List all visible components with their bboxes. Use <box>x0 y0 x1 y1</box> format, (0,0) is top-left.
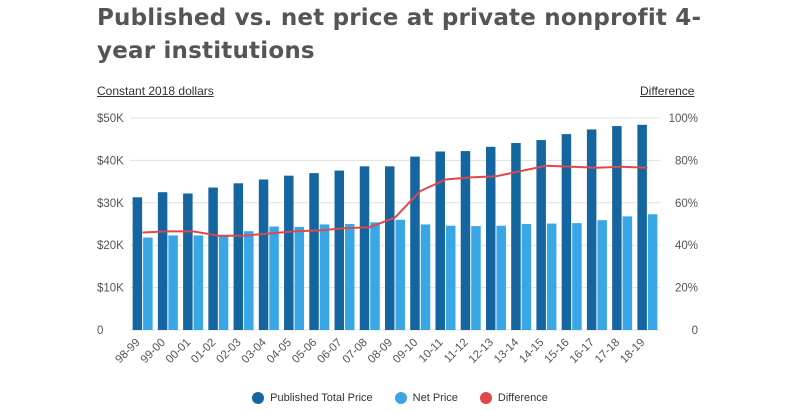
bar-net <box>370 222 380 330</box>
x-tick-label: 11-12 <box>442 337 471 366</box>
x-tick-label: 02-03 <box>214 337 243 366</box>
bar-net <box>521 224 532 330</box>
bar-net <box>395 219 405 330</box>
chart-title: Published vs. net price at private nonpr… <box>97 5 702 64</box>
chart-plot: 0 0 $10K 20% $20K 40% $30K 60% $40K 80% $50K 100% 98… <box>97 113 698 366</box>
bar-published <box>157 192 168 330</box>
bar-net <box>218 235 229 330</box>
bar-published <box>435 151 445 330</box>
left-axis-title: Constant 2018 dollars <box>97 84 214 98</box>
bar-published <box>208 187 218 330</box>
bar-published <box>309 173 319 330</box>
x-tick-label: 00-01 <box>164 337 193 366</box>
bar-published <box>536 140 546 330</box>
bar-net <box>471 226 481 330</box>
y-left-tick-label: 0 <box>97 325 103 337</box>
legend-item-net: Net Price <box>394 392 458 404</box>
y-right-tick-label: 80% <box>675 155 698 167</box>
bar-net <box>572 223 582 330</box>
x-tick-label: 09-10 <box>391 337 420 366</box>
legend-item-difference: Difference <box>479 392 548 404</box>
x-tick-label: 06-07 <box>315 337 344 366</box>
legend-swatch-published <box>252 392 265 404</box>
x-tick-label: 16-17 <box>568 337 597 366</box>
bar-net <box>546 223 557 330</box>
y-left-tick-label: $30K <box>97 198 124 210</box>
bar-published <box>183 193 193 330</box>
legend-item-published: Published Total Price <box>252 392 373 404</box>
bar-net <box>622 216 633 330</box>
x-tick-label: 15-16 <box>542 337 571 366</box>
x-tick-label: 14-15 <box>517 337 546 366</box>
x-tick-label: 18-19 <box>618 337 647 366</box>
x-tick-label: 07-08 <box>341 337 370 366</box>
bar-published <box>460 151 471 330</box>
chart-legend: Published Total Price Net Price Differen… <box>0 392 800 404</box>
x-tick-label: 05-06 <box>290 337 319 366</box>
legend-label-published: Published Total Price <box>270 392 373 404</box>
x-tick-label: 04-05 <box>265 337 294 366</box>
x-tick-label: 98-99 <box>113 337 142 366</box>
bar-net <box>143 237 153 330</box>
bar-net <box>244 231 254 330</box>
legend-swatch-net <box>394 392 407 404</box>
bar-published <box>485 146 496 330</box>
y-left-tick-label: $10K <box>97 283 124 295</box>
bar-net <box>294 226 305 330</box>
bar-published <box>637 124 647 330</box>
bar-net <box>269 226 279 330</box>
y-right-tick-label: 40% <box>675 240 698 252</box>
bar-net <box>168 235 178 330</box>
y-right-tick-label: 0 <box>692 325 698 337</box>
bar-published <box>132 197 143 330</box>
bar-net <box>319 224 330 330</box>
bar-published <box>612 126 622 330</box>
x-tick-label: 01-02 <box>189 337 218 366</box>
bar-published <box>359 166 370 330</box>
right-axis-title: Difference <box>640 84 695 98</box>
bar-net <box>345 224 355 330</box>
legend-label-difference: Difference <box>497 392 548 404</box>
y-left-tick-label: $20K <box>97 240 124 252</box>
x-tick-label: 13-14 <box>492 336 522 366</box>
bar-net <box>420 224 431 330</box>
bar-published <box>284 175 294 330</box>
bar-published <box>334 170 345 330</box>
bar-net <box>647 214 658 330</box>
x-tick-label: 10-11 <box>417 337 446 366</box>
bar-published <box>561 134 572 330</box>
x-tick-label: 03-04 <box>240 336 270 366</box>
bar-published <box>511 143 521 330</box>
bar-published <box>233 183 244 330</box>
y-left-tick-label: $40K <box>97 155 124 167</box>
bar-net <box>597 220 607 330</box>
y-right-tick-label: 60% <box>675 198 698 210</box>
x-tick-label: 12-13 <box>467 337 496 366</box>
x-tick-label: 08-09 <box>366 337 395 366</box>
bar-net <box>193 235 204 330</box>
y-right-tick-label: 20% <box>675 283 698 295</box>
x-tick-label: 99-00 <box>139 337 168 366</box>
x-tick-label: 17-18 <box>593 337 622 366</box>
bar-published <box>410 156 420 330</box>
bar-net <box>445 225 456 330</box>
bar-net <box>496 225 506 330</box>
bar-published <box>258 179 269 330</box>
y-right-tick-label: 100% <box>669 113 698 125</box>
bar-published <box>385 166 395 330</box>
legend-label-net: Net Price <box>412 392 458 404</box>
line-difference <box>142 164 648 237</box>
y-left-tick-label: $50K <box>97 113 124 125</box>
bar-published <box>586 129 597 330</box>
legend-swatch-difference <box>479 392 492 404</box>
